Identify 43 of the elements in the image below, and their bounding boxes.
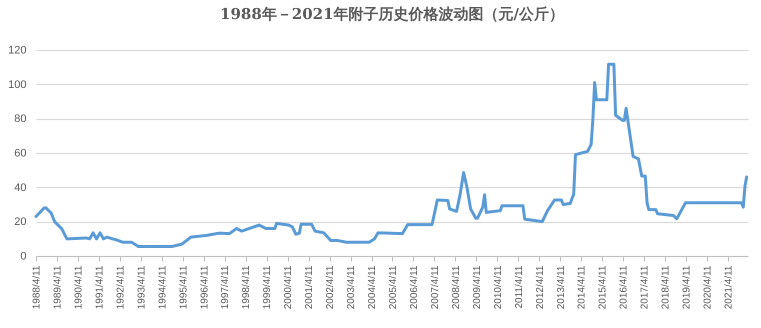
- x-tick-label: 1999/4/11: [262, 265, 274, 310]
- x-tick-label: 2007/4/11: [430, 265, 441, 310]
- x-tick-label: 2014/4/11: [576, 265, 588, 310]
- x-tick-label: 1990/4/11: [73, 265, 84, 310]
- y-tick-label: 60: [14, 148, 26, 160]
- line-series: [34, 62, 748, 248]
- x-tick-label: 2021/4/11: [724, 265, 735, 310]
- x-tick-label: 2016/4/11: [618, 265, 630, 310]
- y-tick-label: 40: [14, 182, 26, 194]
- x-tick-label: 2010/4/11: [492, 265, 504, 310]
- x-tick-label: 1991/4/11: [94, 265, 106, 310]
- x-tick-label: 2013/4/11: [556, 265, 567, 310]
- x-tick-label: 2017/4/11: [640, 265, 651, 310]
- x-tick-label: 2011/4/11: [514, 265, 525, 309]
- x-tick-label: 2002/4/11: [325, 265, 336, 310]
- x-tick-label: 2009/4/11: [472, 265, 483, 310]
- y-tick-label: 20: [14, 216, 26, 228]
- y-tick-label: 0: [20, 250, 26, 262]
- x-tick-label: 2006/4/11: [408, 265, 420, 310]
- x-tick-label: 1995/4/11: [178, 265, 190, 310]
- x-tick-label: 1988/4/11: [32, 265, 42, 310]
- y-tick-label: 100: [8, 78, 26, 91]
- x-tick-label: 2000/4/11: [283, 265, 294, 310]
- x-tick-label: 1998/4/11: [241, 265, 252, 310]
- x-tick-label: 1997/4/11: [220, 265, 232, 310]
- x-tick-label: 1993/4/11: [136, 265, 148, 310]
- x-tick-label: 1992/4/11: [115, 265, 126, 310]
- x-tick-label: 1989/4/11: [52, 265, 64, 310]
- x-tick-label: 2012/4/11: [534, 265, 546, 310]
- y-tick-label: 80: [14, 113, 26, 126]
- x-tick-label: 2008/4/11: [450, 265, 462, 310]
- x-tick-label: 1996/4/11: [199, 265, 210, 310]
- y-tick-label: 120: [8, 44, 26, 56]
- x-tick-label: 2015/4/11: [598, 265, 609, 310]
- x-tick-label: 1994/4/11: [157, 265, 168, 310]
- x-tick-label: 2019/4/11: [682, 265, 693, 310]
- x-tick-label: 2004/4/11: [367, 265, 378, 310]
- chart-title: 1988年－2021年附子历史价格波动图（元/公斤）: [220, 5, 564, 23]
- x-tick-label: 2005/4/11: [388, 265, 399, 310]
- x-tick-label: 2001/4/11: [304, 265, 316, 310]
- x-tick-label: 2018/4/11: [660, 265, 672, 310]
- x-tick-label: 2020/4/11: [702, 265, 714, 310]
- x-tick-label: 2003/4/11: [346, 265, 358, 310]
